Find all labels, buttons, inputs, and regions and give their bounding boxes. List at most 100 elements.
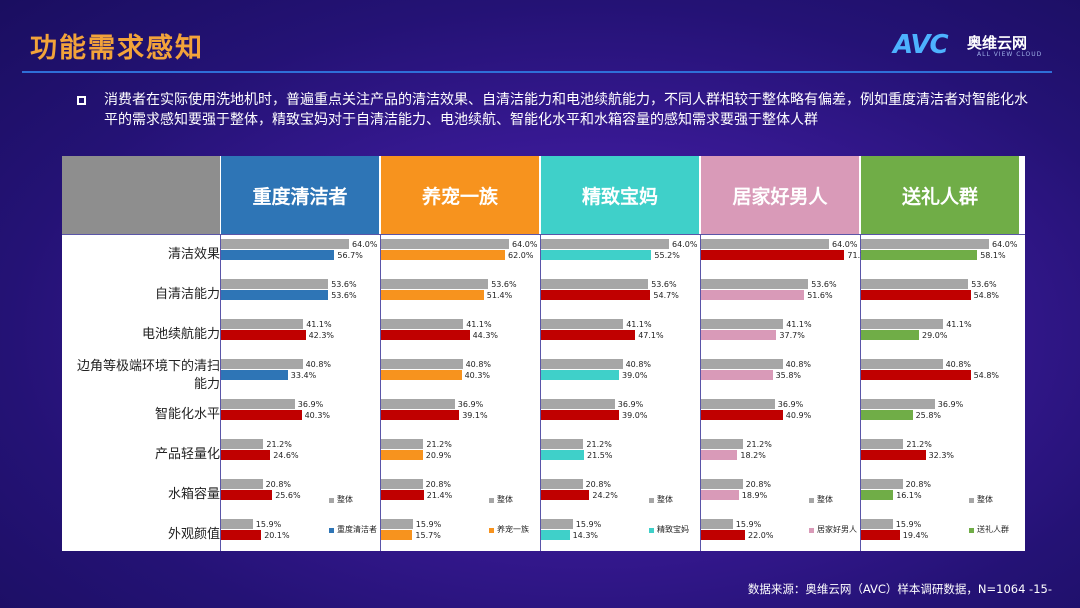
group-bar (221, 330, 306, 340)
baseline-value-label: 21.2% (746, 440, 772, 449)
group-value-label: 39.0% (622, 371, 648, 380)
group-value-label: 15.7% (415, 531, 441, 540)
legend-swatch-baseline (809, 498, 814, 503)
group-bar (541, 250, 652, 260)
baseline-bar (701, 359, 783, 369)
group-bar (861, 490, 894, 500)
baseline-value-label: 40.8% (305, 360, 332, 369)
legend-label-group: 居家好男人 (817, 525, 857, 534)
group-bar (381, 290, 484, 300)
group-bar (541, 490, 590, 500)
baseline-value-label: 53.6% (491, 280, 517, 289)
baseline-bar (541, 399, 615, 409)
baseline-bar (221, 479, 263, 489)
group-bar (701, 530, 745, 540)
legend-swatch-baseline (489, 498, 494, 503)
category-label: 水箱容量 (167, 487, 220, 502)
baseline-value-label: 53.6% (971, 280, 997, 289)
legend-label-baseline: 整体 (337, 495, 353, 504)
group-bar (381, 490, 424, 500)
group-header: 送礼人群 (861, 156, 1019, 234)
baseline-value-label: 64.0% (992, 240, 1018, 249)
group-bar (861, 250, 978, 260)
legend-swatch-group (489, 528, 494, 533)
baseline-value-label: 40.8% (945, 360, 972, 369)
logo-en: ALL VIEW CLOUD (977, 51, 1043, 58)
baseline-bar (541, 479, 583, 489)
legend-swatch-baseline (329, 498, 334, 503)
group-value-label: 55.2% (654, 251, 680, 260)
column-divider (380, 234, 381, 551)
baseline-bar (541, 519, 573, 529)
group-value-label: 22.0% (748, 531, 774, 540)
group-bar (221, 250, 335, 260)
group-value-label: 39.1% (462, 411, 488, 420)
baseline-value-label: 53.6% (811, 280, 837, 289)
group-bar (701, 490, 739, 500)
group-bar (221, 410, 302, 420)
baseline-bar (381, 519, 413, 529)
logo-mark: AVC (893, 30, 949, 60)
group-bar (541, 530, 570, 540)
baseline-value-label: 20.8% (905, 480, 932, 489)
bullet-square-icon (77, 96, 86, 105)
group-header: 重度清洁者 (221, 156, 379, 234)
group-bar (701, 370, 773, 380)
group-value-label: 20.1% (264, 531, 290, 540)
group-bar (381, 370, 462, 380)
legend-label-group: 送礼人群 (977, 525, 1009, 534)
legend-swatch-baseline (649, 498, 654, 503)
baseline-value-label: 64.0% (512, 240, 538, 249)
baseline-value-label: 40.8% (785, 360, 812, 369)
group-value-label: 19.4% (902, 531, 929, 540)
baseline-value-label: 20.8% (745, 480, 772, 489)
baseline-bar (701, 279, 809, 289)
legend-swatch-group (649, 528, 654, 533)
baseline-bar (861, 479, 903, 489)
category-label: 外观颜值 (167, 527, 220, 542)
intro-text: 消费者在实际使用洗地机时，普遍重点关注产品的清洁效果、自清洁能力和电池续航能力，… (104, 92, 1028, 128)
baseline-value-label: 64.0% (672, 240, 698, 249)
category-label: 自清洁能力 (154, 287, 220, 302)
baseline-bar (541, 319, 624, 329)
group-value-label: 44.3% (472, 331, 499, 340)
baseline-value-label: 21.2% (266, 440, 292, 449)
baseline-bar (541, 239, 669, 249)
group-bar (221, 450, 271, 460)
group-value-label: 24.2% (592, 491, 618, 500)
baseline-value-label: 21.2% (906, 440, 932, 449)
baseline-value-label: 64.0% (352, 240, 378, 249)
baseline-value-label: 41.1% (946, 320, 972, 329)
group-bar (541, 370, 619, 380)
group-bar (381, 250, 505, 260)
avc-logo: AVC 奥维云网 ALL VIEW CLOUD (893, 30, 1041, 60)
group-value-label: 62.0% (508, 251, 534, 260)
legend-label-baseline: 整体 (497, 495, 513, 504)
group-bar (541, 290, 651, 300)
legend-label-baseline: 整体 (977, 495, 993, 504)
category-label: 清洁效果 (167, 247, 220, 262)
baseline-bar (221, 399, 295, 409)
baseline-value-label: 41.1% (466, 320, 492, 329)
baseline-bar (861, 239, 989, 249)
baseline-value-label: 41.1% (786, 320, 812, 329)
category-label: 电池续航能力 (141, 327, 220, 342)
baseline-bar (701, 319, 784, 329)
group-value-label: 21.5% (587, 451, 613, 460)
group-value-label: 32.3% (928, 451, 955, 460)
group-bar (861, 290, 971, 300)
baseline-value-label: 20.8% (585, 480, 612, 489)
baseline-bar (861, 319, 944, 329)
group-value-label: 54.7% (653, 291, 679, 300)
column-divider (540, 234, 541, 551)
group-header: 养宠一族 (381, 156, 539, 234)
group-value-label: 35.8% (775, 371, 802, 380)
group-bar (701, 330, 777, 340)
baseline-bar (221, 319, 304, 329)
baseline-bar (381, 239, 509, 249)
baseline-value-label: 40.8% (625, 360, 652, 369)
group-value-label: 40.3% (464, 371, 491, 380)
group-value-label: 33.4% (290, 371, 317, 380)
baseline-bar (381, 279, 489, 289)
baseline-bar (861, 519, 893, 529)
